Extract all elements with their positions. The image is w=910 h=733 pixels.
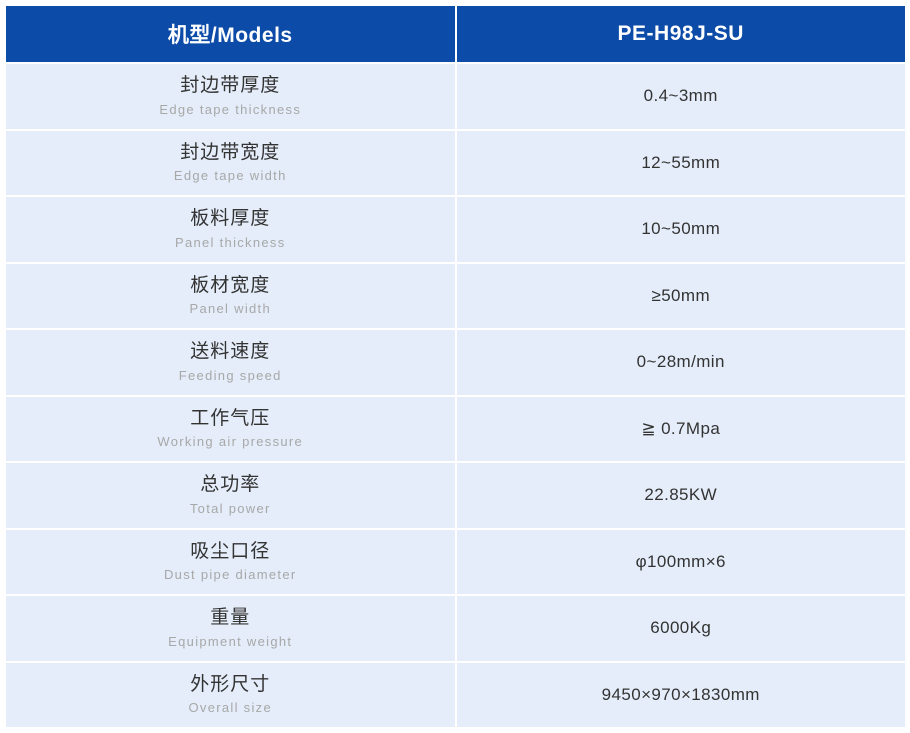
spec-label-cn: 重量 [210,607,251,629]
spec-value: 0~28m/min [456,330,905,395]
spec-value: 9450×970×1830mm [456,662,905,727]
spec-value: ≥50mm [456,263,905,328]
spec-label-en: Edge tape thickness [159,101,302,117]
spec-label-cell: 总功率 Total power [6,463,455,528]
spec-label-cn: 工作气压 [190,407,271,429]
table-row: 外形尺寸 Overall size 9450×970×1830mm [6,662,905,727]
spec-value: ≧ 0.7Mpa [456,396,905,461]
table-header-row: 机型/Models PE-H98J-SU [6,6,905,62]
models-column-header: 机型/Models [6,6,455,62]
spec-table: 机型/Models PE-H98J-SU 封边带厚度 Edge tape thi… [6,6,905,727]
spec-label-cell: 板材宽度 Panel width [6,263,455,328]
table-row: 工作气压 Working air pressure ≧ 0.7Mpa [6,396,905,461]
spec-value: 12~55mm [456,130,905,195]
spec-label-cn: 封边带厚度 [180,75,281,97]
table-row: 送料速度 Feeding speed 0~28m/min [6,330,905,395]
table-row: 板材宽度 Panel width ≥50mm [6,263,905,328]
spec-label-en: Feeding speed [178,367,282,383]
spec-value: φ100mm×6 [456,529,905,594]
spec-label-cell: 重量 Equipment weight [6,596,455,661]
spec-label-en: Panel thickness [174,234,286,250]
spec-label-en: Dust pipe diameter [163,567,297,583]
spec-value: 10~50mm [456,197,905,262]
spec-label-cn: 外形尺寸 [190,673,271,695]
table-row: 封边带宽度 Edge tape width 12~55mm [6,130,905,195]
spec-label-en: Working air pressure [157,434,304,450]
spec-label-cell: 板料厚度 Panel thickness [6,197,455,262]
spec-label-en: Total power [189,500,271,516]
spec-value: 22.85KW [456,463,905,528]
spec-label-en: Overall size [188,700,272,716]
table-row: 板料厚度 Panel thickness 10~50mm [6,197,905,262]
spec-value: 6000Kg [456,596,905,661]
spec-label-cn: 总功率 [200,474,261,496]
spec-label-en: Edge tape width [173,168,287,184]
spec-label-cell: 外形尺寸 Overall size [6,662,455,727]
spec-label-cell: 吸尘口径 Dust pipe diameter [6,529,455,594]
spec-label-cell: 封边带厚度 Edge tape thickness [6,64,455,129]
spec-value: 0.4~3mm [456,64,905,129]
table-row: 封边带厚度 Edge tape thickness 0.4~3mm [6,64,905,129]
table-row: 吸尘口径 Dust pipe diameter φ100mm×6 [6,529,905,594]
spec-label-cn: 吸尘口径 [190,540,271,562]
model-name-header: PE-H98J-SU [456,6,905,62]
spec-label-cell: 工作气压 Working air pressure [6,396,455,461]
spec-label-cell: 封边带宽度 Edge tape width [6,130,455,195]
spec-label-en: Equipment weight [168,633,293,649]
spec-label-cn: 送料速度 [190,341,271,363]
table-row: 重量 Equipment weight 6000Kg [6,596,905,661]
spec-label-cn: 板材宽度 [190,274,271,296]
table-row: 总功率 Total power 22.85KW [6,463,905,528]
spec-label-cn: 板料厚度 [190,208,271,230]
spec-label-cn: 封边带宽度 [180,141,281,163]
spec-label-en: Panel width [189,301,271,317]
spec-label-cell: 送料速度 Feeding speed [6,330,455,395]
